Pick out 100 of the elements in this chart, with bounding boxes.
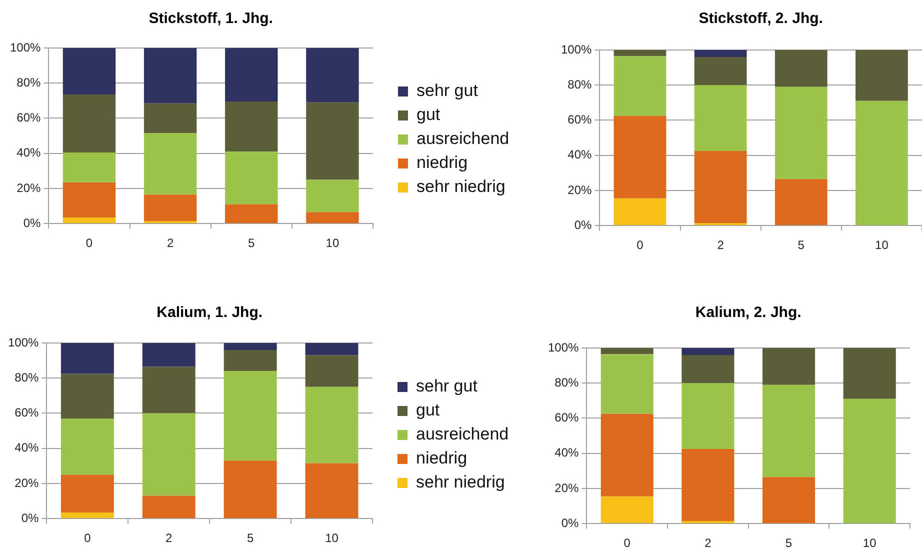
legend-label: gut <box>416 105 440 124</box>
bar <box>225 102 278 152</box>
bar <box>60 474 114 512</box>
bar <box>614 50 666 56</box>
bar <box>682 383 734 449</box>
bar <box>305 343 358 356</box>
bar <box>144 48 197 104</box>
y-tick-label: 60% <box>568 112 592 127</box>
y-tick-label: 40% <box>568 148 592 162</box>
bar <box>60 512 114 518</box>
bar <box>762 384 816 478</box>
x-tick-label: 2 <box>704 536 712 550</box>
bar <box>843 398 896 524</box>
legend-label: ausreichend <box>416 424 509 444</box>
bar <box>762 348 816 385</box>
y-tick-label: 0% <box>574 218 592 232</box>
bar <box>144 133 197 195</box>
bar <box>614 56 666 116</box>
x-tick-label: 10 <box>862 536 877 550</box>
x-tick-label: 5 <box>798 238 805 252</box>
bar <box>306 102 359 180</box>
legend-label: gut <box>416 400 440 420</box>
legend-label: sehr gut <box>416 81 478 100</box>
bar <box>305 355 358 387</box>
bar <box>682 355 734 384</box>
bar <box>694 222 747 226</box>
bar <box>62 217 116 224</box>
bar <box>305 386 358 464</box>
bar <box>600 414 654 496</box>
bar <box>600 496 654 524</box>
bar <box>60 418 114 475</box>
y-tick-label: 80% <box>16 75 42 90</box>
bar <box>306 180 359 212</box>
x-tick-label: 10 <box>875 238 889 252</box>
bar <box>142 413 196 496</box>
bar <box>694 57 747 86</box>
y-tick-label: 100% <box>10 40 42 54</box>
bar <box>224 460 277 518</box>
x-tick-label: 2 <box>717 238 724 252</box>
bar <box>60 374 114 419</box>
bar <box>62 152 116 182</box>
x-tick-label: 0 <box>636 238 644 252</box>
chart-title: Kalium, 2. Jhg. <box>695 304 802 322</box>
bar <box>144 194 197 221</box>
chart-title: Stickstoff, 1. Jhg. <box>148 10 273 28</box>
bar <box>856 50 908 101</box>
x-tick-label: 5 <box>785 536 792 550</box>
bar <box>600 354 654 414</box>
bar <box>306 212 359 224</box>
y-tick-label: 0% <box>561 516 580 530</box>
y-tick-label: 60% <box>14 406 40 420</box>
y-tick-label: 40% <box>16 146 42 160</box>
bar <box>225 204 278 224</box>
bar <box>142 496 196 518</box>
bar <box>694 150 747 223</box>
x-tick-label: 0 <box>84 531 92 546</box>
chart-title: Stickstoff, 2. Jhg. <box>698 10 823 28</box>
bar <box>62 48 116 95</box>
y-tick-label: 40% <box>554 446 580 460</box>
chart-title: Kalium, 1. Jhg. <box>156 304 263 322</box>
legend-label: sehr gut <box>416 376 478 396</box>
legend-label: niedrig <box>416 448 468 468</box>
bar <box>142 366 196 414</box>
x-tick-label: 0 <box>624 536 631 550</box>
bar <box>224 371 277 461</box>
x-tick-label: 5 <box>246 531 254 546</box>
bar <box>225 152 278 204</box>
y-tick-label: 20% <box>16 180 42 195</box>
x-tick-label: 10 <box>326 236 340 250</box>
bar <box>614 116 666 198</box>
x-tick-label: 2 <box>166 531 173 546</box>
legend-label: ausreichend <box>416 129 510 148</box>
bar <box>682 348 734 356</box>
y-tick-label: 40% <box>14 440 40 455</box>
y-tick-label: 100% <box>548 340 580 354</box>
bar <box>144 103 197 134</box>
bar <box>694 50 747 58</box>
bar <box>774 50 828 87</box>
x-tick-label: 0 <box>86 236 93 250</box>
y-tick-label: 20% <box>554 480 580 495</box>
bar <box>224 343 277 350</box>
y-tick-label: 80% <box>14 370 40 384</box>
bar <box>144 220 197 224</box>
bar <box>682 448 734 521</box>
y-tick-label: 60% <box>554 410 580 425</box>
bar <box>305 463 358 518</box>
bar <box>682 520 734 524</box>
legend-label: sehr niedrig <box>416 177 506 196</box>
y-tick-label: 20% <box>568 182 592 197</box>
y-tick-label: 100% <box>560 42 592 56</box>
bar <box>600 348 654 354</box>
bar <box>306 48 359 102</box>
bar <box>694 85 747 151</box>
x-tick-label: 5 <box>248 236 256 250</box>
legend-label: sehr niedrig <box>416 472 505 492</box>
bar <box>60 343 114 374</box>
bar <box>62 94 116 152</box>
y-tick-label: 20% <box>14 476 40 490</box>
bar <box>774 179 828 226</box>
bar <box>142 343 196 367</box>
